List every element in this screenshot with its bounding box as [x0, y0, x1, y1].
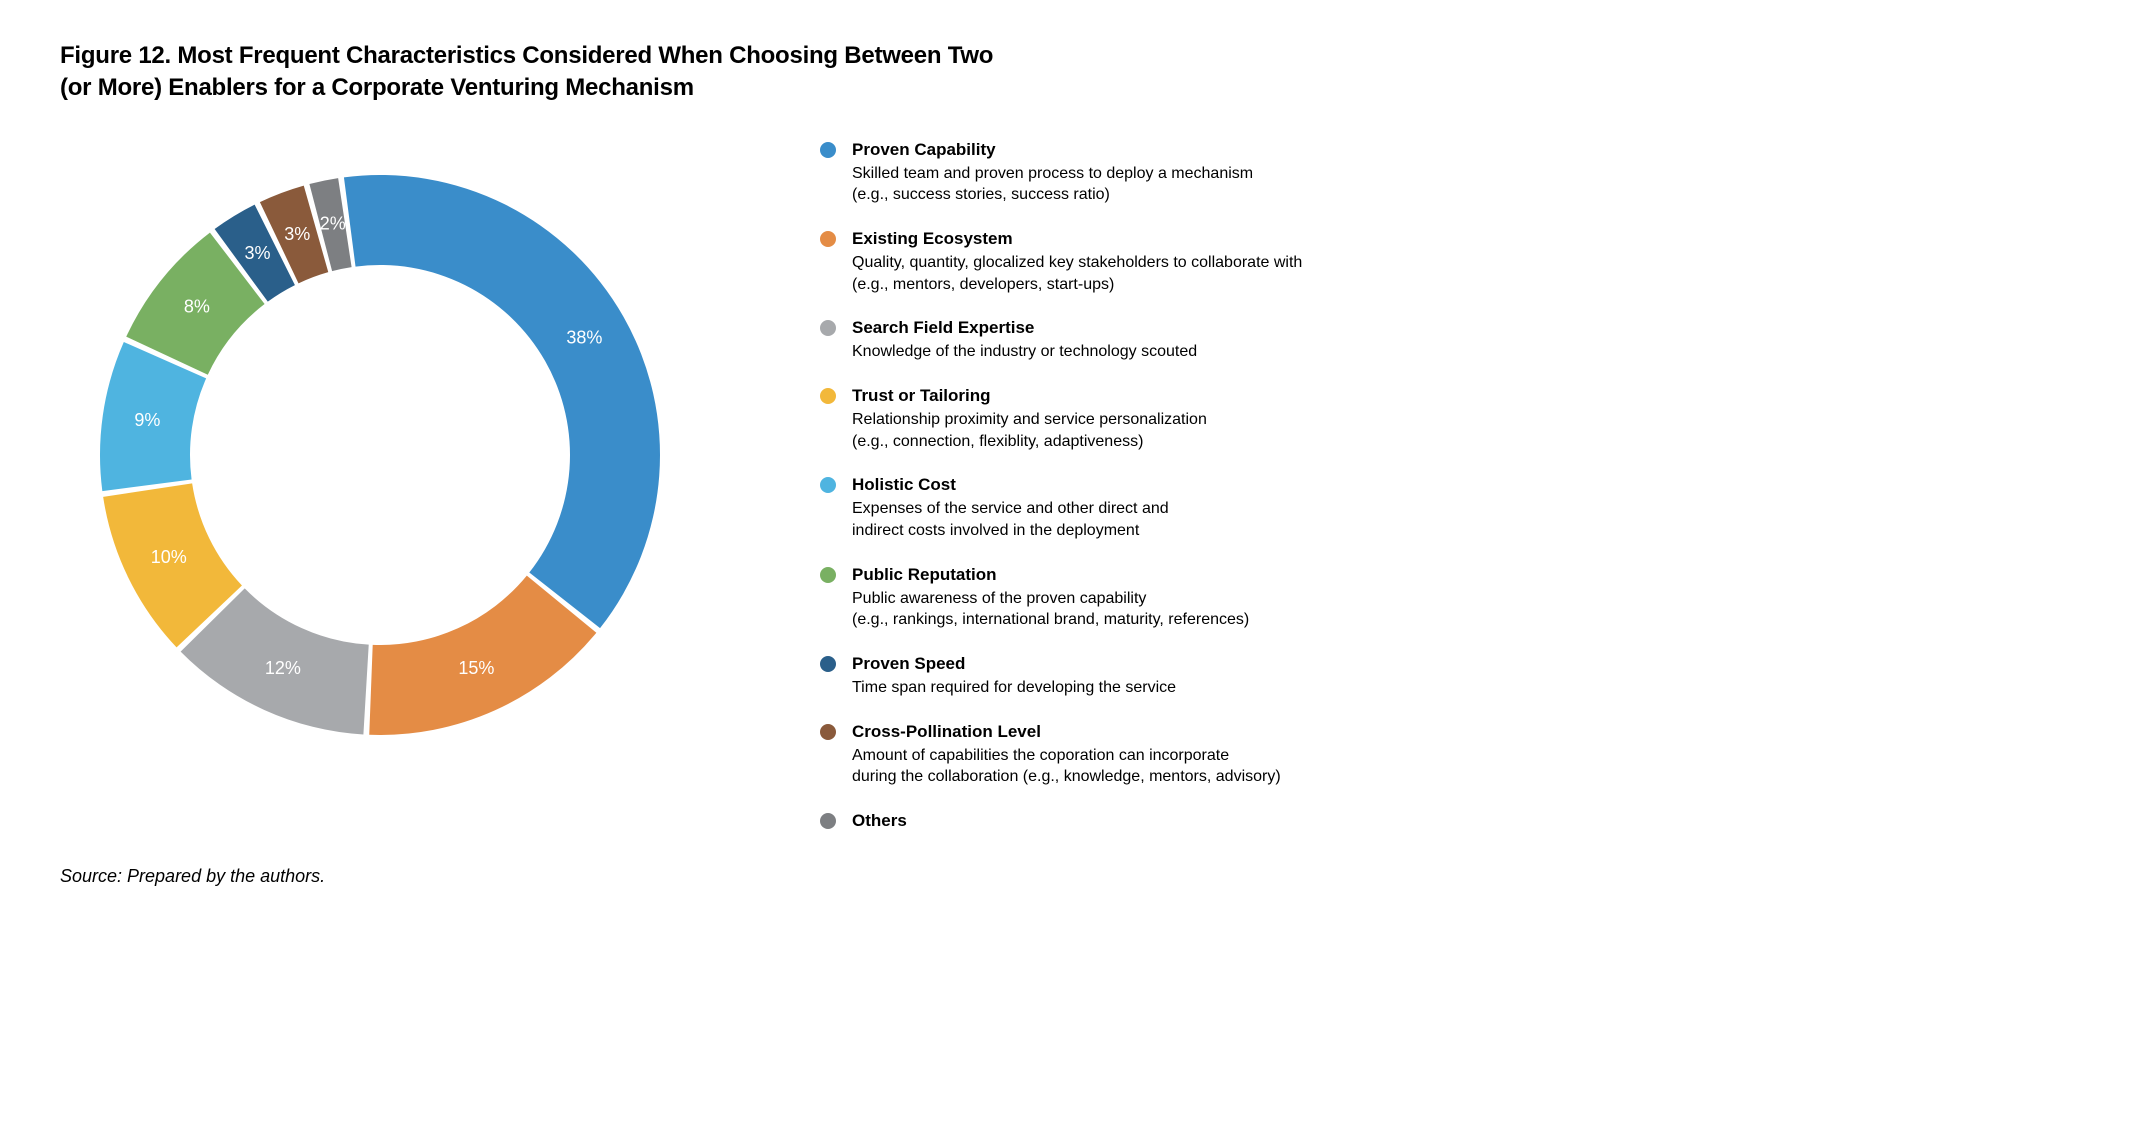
slice-pct-label: 3% — [245, 243, 271, 263]
legend-item: Proven SpeedTime span required for devel… — [820, 653, 2082, 699]
legend-desc: Skilled team and proven process to deplo… — [852, 163, 2082, 206]
legend-label: Holistic Cost — [852, 474, 2082, 496]
legend-item: Existing EcosystemQuality, quantity, glo… — [820, 228, 2082, 295]
legend-text: Trust or TailoringRelationship proximity… — [852, 385, 2082, 452]
legend-dot — [820, 388, 836, 404]
legend-text: Holistic CostExpenses of the service and… — [852, 474, 2082, 541]
legend-label: Others — [852, 810, 2082, 832]
legend-desc: Public awareness of the proven capabilit… — [852, 588, 2082, 631]
donut-chart: 38% 15% 12% 10% 9% 8% 3% 3% 2% — [60, 135, 740, 795]
slice-pct-label: 3% — [284, 224, 310, 244]
slice-pct-label: 38% — [566, 327, 602, 347]
legend-label: Proven Speed — [852, 653, 2082, 675]
legend-dot — [820, 813, 836, 829]
legend-text: Search Field ExpertiseKnowledge of the i… — [852, 317, 2082, 363]
legend-item: Proven CapabilitySkilled team and proven… — [820, 139, 2082, 206]
legend-text: Proven SpeedTime span required for devel… — [852, 653, 2082, 699]
legend-label: Trust or Tailoring — [852, 385, 2082, 407]
legend-text: Cross-Pollination LevelAmount of capabil… — [852, 721, 2082, 788]
legend-item: Trust or TailoringRelationship proximity… — [820, 385, 2082, 452]
figure-title: Figure 12. Most Frequent Characteristics… — [60, 40, 2082, 105]
donut-chart-wrap: 38% 15% 12% 10% 9% 8% 3% 3% 2% — [60, 135, 740, 800]
slice-pct-label: 10% — [151, 547, 187, 567]
legend-label: Search Field Expertise — [852, 317, 2082, 339]
legend-dot — [820, 142, 836, 158]
legend-text: Proven CapabilitySkilled team and proven… — [852, 139, 2082, 206]
legend-item: Cross-Pollination LevelAmount of capabil… — [820, 721, 2082, 788]
legend-dot — [820, 320, 836, 336]
slice-pct-label: 2% — [320, 213, 346, 233]
slice-pct-label: 8% — [184, 296, 210, 316]
legend-desc: Knowledge of the industry or technology … — [852, 341, 2082, 363]
legend-text: Others — [852, 810, 2082, 832]
legend-item: Others — [820, 810, 2082, 832]
legend-desc: Amount of capabilities the coporation ca… — [852, 745, 2082, 788]
legend-dot — [820, 231, 836, 247]
figure-title-line1: Figure 12. Most Frequent Characteristics… — [60, 42, 993, 69]
slice-pct-label: 15% — [458, 658, 494, 678]
legend-desc: Quality, quantity, glocalized key stakeh… — [852, 252, 2082, 295]
legend-desc: Time span required for developing the se… — [852, 677, 2082, 699]
legend-item: Holistic CostExpenses of the service and… — [820, 474, 2082, 541]
figure-content: 38% 15% 12% 10% 9% 8% 3% 3% 2% Proven Capability… — [60, 135, 2082, 854]
donut-slice — [344, 175, 660, 628]
slice-pct-label: 12% — [265, 658, 301, 678]
slice-pct-label: 9% — [134, 410, 160, 430]
legend-label: Existing Ecosystem — [852, 228, 2082, 250]
legend-dot — [820, 477, 836, 493]
legend: Proven CapabilitySkilled team and proven… — [820, 135, 2082, 854]
source-note: Source: Prepared by the authors. — [60, 866, 2082, 887]
legend-text: Existing EcosystemQuality, quantity, glo… — [852, 228, 2082, 295]
legend-dot — [820, 724, 836, 740]
legend-text: Public ReputationPublic awareness of the… — [852, 564, 2082, 631]
legend-desc: Relationship proximity and service perso… — [852, 409, 2082, 452]
legend-label: Public Reputation — [852, 564, 2082, 586]
legend-dot — [820, 656, 836, 672]
legend-desc: Expenses of the service and other direct… — [852, 498, 2082, 541]
donut-slice — [369, 575, 596, 734]
figure-title-line2: (or More) Enablers for a Corporate Ventu… — [60, 74, 694, 101]
legend-label: Cross-Pollination Level — [852, 721, 2082, 743]
legend-item: Public ReputationPublic awareness of the… — [820, 564, 2082, 631]
legend-label: Proven Capability — [852, 139, 2082, 161]
legend-dot — [820, 567, 836, 583]
legend-item: Search Field ExpertiseKnowledge of the i… — [820, 317, 2082, 363]
